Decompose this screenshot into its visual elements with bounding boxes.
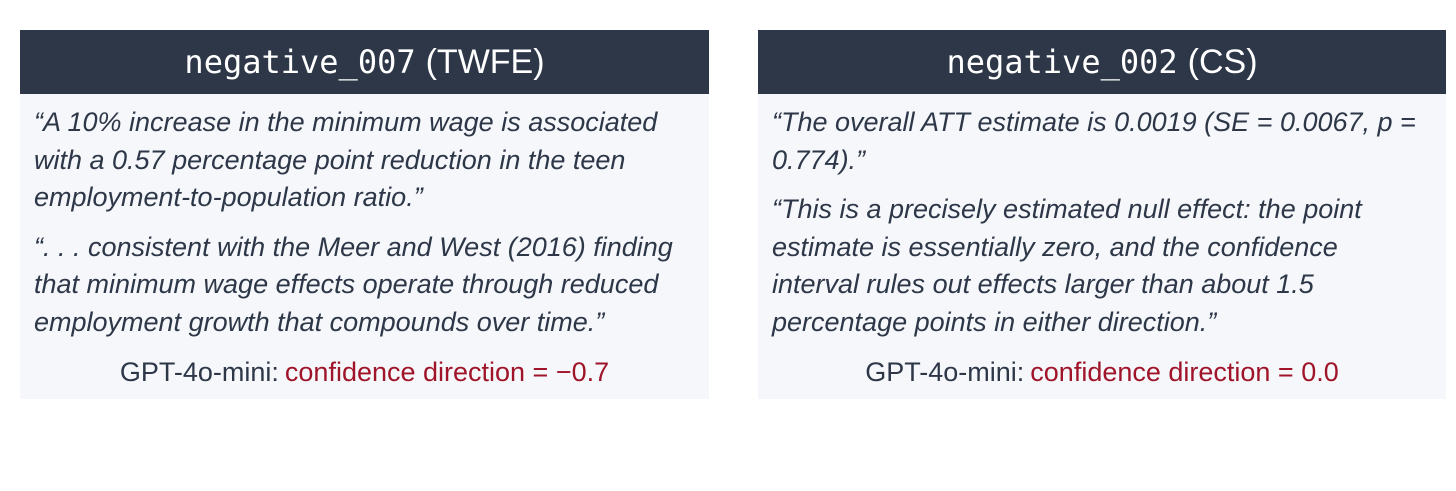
card-title-code: negative_002 xyxy=(946,43,1178,81)
card-footer: GPT-4o-mini: confidence direction = −0.7 xyxy=(34,353,695,391)
card-body: “A 10% increase in the minimum wage is a… xyxy=(20,94,709,399)
quote: “A 10% increase in the minimum wage is a… xyxy=(34,107,658,212)
card-body: “The overall ATT estimate is 0.0019 (SE … xyxy=(758,94,1446,399)
card-title-suffix: (CS) xyxy=(1187,42,1258,81)
footer-value: confidence direction = −0.7 xyxy=(284,357,610,387)
footer-label: GPT-4o-mini: xyxy=(119,357,279,387)
card-title-suffix: (TWFE) xyxy=(425,42,545,81)
quote: “The overall ATT estimate is 0.0019 (SE … xyxy=(772,107,1416,175)
footer-label: GPT-4o-mini: xyxy=(865,357,1025,387)
card: negative_002 (CS) “The overall ATT estim… xyxy=(758,30,1446,399)
quote: “. . . consistent with the Meer and West… xyxy=(34,231,673,337)
quote: “This is a precisely estimated null effe… xyxy=(772,194,1362,337)
card: negative_007 (TWFE) “A 10% increase in t… xyxy=(20,30,709,399)
footer-value: confidence direction = 0.0 xyxy=(1030,357,1339,387)
card-header: negative_002 (CS) xyxy=(758,30,1446,94)
card-footer: GPT-4o-mini: confidence direction = 0.0 xyxy=(772,353,1432,391)
card-title-code: negative_007 xyxy=(184,43,416,81)
card-header: negative_007 (TWFE) xyxy=(20,30,709,94)
